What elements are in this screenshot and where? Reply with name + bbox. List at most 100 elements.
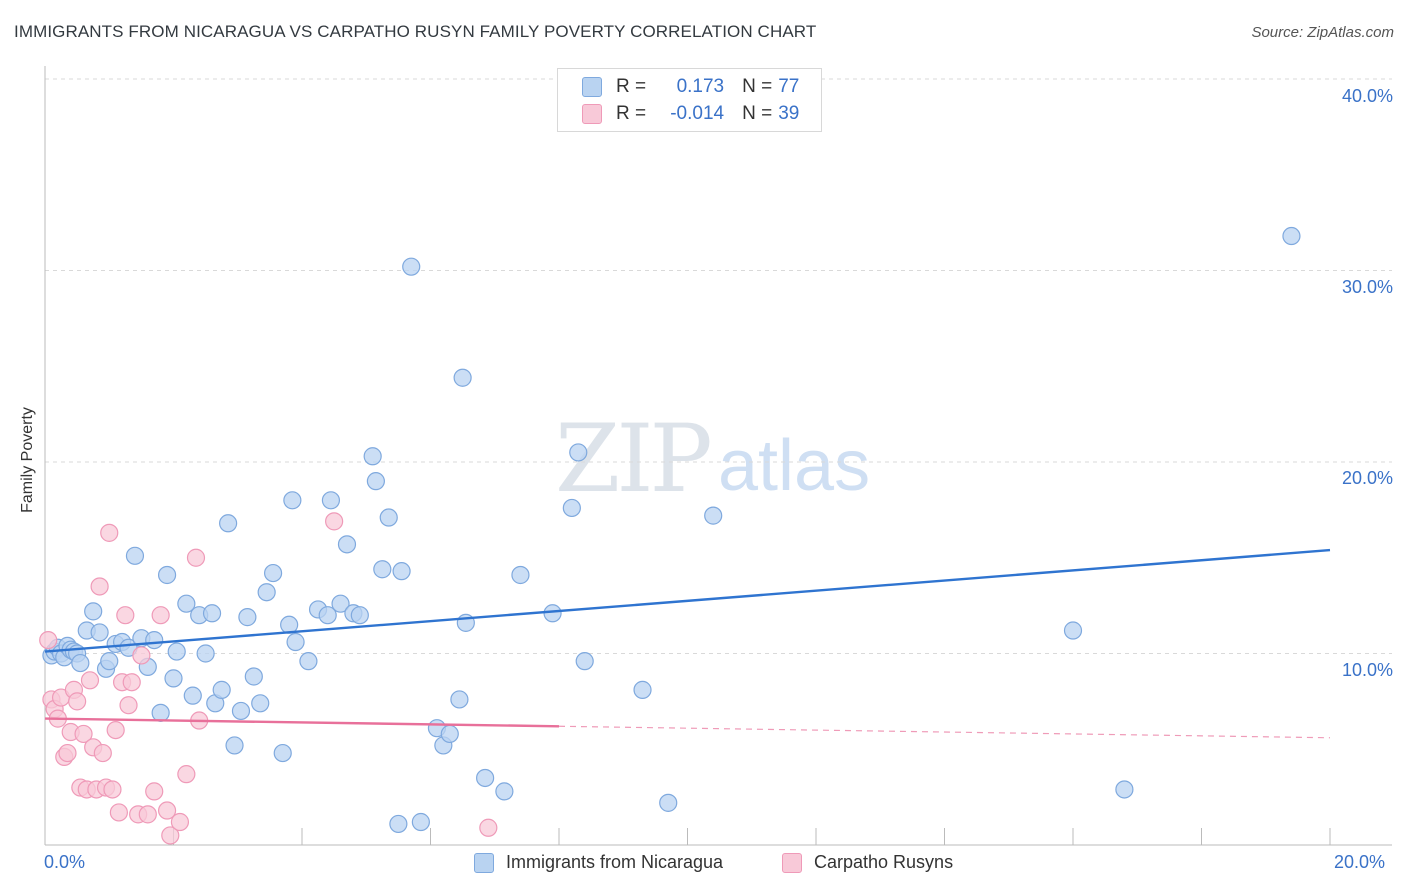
point-rusyn [58, 743, 77, 763]
point-nicaragua [164, 669, 183, 688]
legend-n-label: N = [742, 103, 773, 124]
legend-n-value: 77 [778, 76, 800, 97]
trendline-nicaragua [44, 548, 1331, 653]
point-rusyn [103, 780, 122, 799]
point-rusyn [479, 818, 498, 837]
legend-r-label: R = [616, 103, 647, 124]
bottom-legend-nicaragua: Immigrants from Nicaragua [474, 852, 723, 873]
point-nicaragua [450, 690, 469, 709]
point-nicaragua [157, 565, 177, 585]
point-rusyn [74, 724, 93, 744]
point-nicaragua [495, 782, 514, 801]
point-nicaragua [392, 562, 411, 581]
point-nicaragua [125, 546, 145, 565]
legend-row-rusyn: R = -0.014 N = 39 [582, 103, 799, 125]
point-nicaragua [196, 644, 215, 663]
point-nicaragua [318, 606, 337, 625]
point-nicaragua [704, 506, 723, 525]
bottom-legend-rusyn: Carpatho Rusyns [782, 852, 953, 873]
point-rusyn [90, 577, 109, 596]
bottom-legend-label: Carpatho Rusyns [814, 852, 954, 872]
point-rusyn [100, 523, 119, 542]
point-nicaragua [183, 686, 202, 705]
trendline-rusyn-extension [558, 725, 1331, 739]
point-rusyn [122, 673, 141, 692]
point-nicaragua [145, 630, 164, 650]
point-nicaragua [337, 535, 357, 554]
point-nicaragua [366, 472, 385, 491]
point-nicaragua [331, 594, 350, 613]
point-nicaragua [202, 604, 222, 623]
point-rusyn [109, 803, 128, 822]
x-tick-label-max: 20.0% [1334, 852, 1386, 872]
legend-swatch-pink [582, 104, 602, 124]
point-rusyn [186, 548, 206, 567]
point-nicaragua [1115, 780, 1134, 799]
point-rusyn [106, 720, 125, 740]
y-tick-label-10: 10.0% [1341, 660, 1393, 680]
point-nicaragua [84, 602, 103, 621]
point-nicaragua [177, 594, 196, 613]
point-nicaragua [283, 491, 302, 510]
legend-r-value: 0.173 [676, 76, 725, 97]
legend-n-value: 39 [778, 103, 800, 124]
point-nicaragua [257, 583, 276, 602]
y-tick-label-40: 40.0% [1341, 86, 1393, 106]
point-nicaragua [321, 491, 341, 510]
point-nicaragua [167, 642, 186, 661]
point-nicaragua [350, 606, 369, 625]
point-nicaragua [286, 632, 305, 652]
point-nicaragua [633, 680, 652, 699]
point-nicaragua [219, 514, 238, 533]
bottom-legend-swatch-pink [782, 852, 802, 873]
point-nicaragua [659, 793, 678, 812]
y-axis-label: Family Poverty [19, 407, 36, 513]
point-nicaragua [363, 447, 382, 466]
point-rusyn [145, 782, 164, 801]
legend-row-nicaragua: R = 0.173 N = 77 [582, 76, 799, 98]
point-nicaragua [251, 694, 270, 713]
point-rusyn [161, 826, 180, 845]
legend-swatch-blue [582, 77, 602, 97]
trendline-rusyn [44, 717, 560, 728]
point-rusyn [170, 812, 190, 832]
chart-title: IMMIGRANTS FROM NICARAGUA VS CARPATHO RU… [14, 22, 817, 41]
point-nicaragua [238, 608, 257, 627]
point-rusyn [177, 765, 196, 784]
point-rusyn [39, 630, 58, 650]
point-nicaragua [299, 652, 318, 671]
point-nicaragua [71, 653, 90, 673]
point-nicaragua [212, 680, 231, 699]
point-nicaragua [1282, 226, 1301, 246]
point-nicaragua [562, 498, 581, 518]
point-rusyn [119, 696, 138, 715]
point-nicaragua [373, 560, 392, 579]
bottom-legend-swatch-blue [474, 852, 494, 873]
point-rusyn [157, 801, 177, 820]
point-nicaragua [151, 703, 170, 722]
correlation-legend: R = 0.173 N = 77 R = -0.014 N = 39 [557, 68, 822, 132]
point-nicaragua [411, 812, 430, 832]
point-nicaragua [440, 724, 459, 744]
watermark-atlas: atlas [718, 426, 871, 506]
legend-r-label: R = [616, 76, 647, 97]
point-nicaragua [569, 443, 588, 462]
point-nicaragua [225, 736, 244, 755]
point-nicaragua [402, 257, 421, 276]
legend-n-label: N = [742, 76, 773, 97]
point-rusyn [116, 606, 135, 625]
point-rusyn [325, 512, 344, 531]
point-nicaragua [389, 814, 408, 834]
point-nicaragua [379, 508, 398, 527]
point-rusyn [93, 743, 112, 763]
y-tick-label-30: 30.0% [1341, 277, 1393, 297]
point-rusyn [80, 671, 100, 690]
point-nicaragua [263, 563, 283, 583]
point-nicaragua [100, 652, 119, 671]
point-nicaragua [575, 652, 594, 671]
bottom-legend-label: Immigrants from Nicaragua [506, 852, 724, 872]
point-rusyn [68, 692, 87, 711]
point-nicaragua [543, 604, 562, 623]
point-rusyn [138, 805, 157, 824]
